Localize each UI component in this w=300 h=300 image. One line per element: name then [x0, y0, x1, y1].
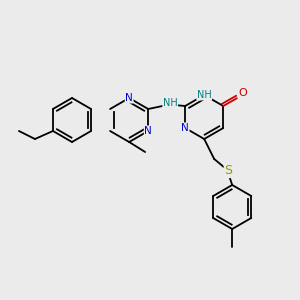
Text: S: S — [224, 164, 232, 178]
Text: NH: NH — [197, 90, 212, 100]
Text: O: O — [238, 88, 247, 98]
Text: N: N — [144, 126, 152, 136]
Text: N: N — [125, 93, 133, 103]
Text: NH: NH — [163, 98, 178, 108]
Text: N: N — [181, 123, 189, 133]
